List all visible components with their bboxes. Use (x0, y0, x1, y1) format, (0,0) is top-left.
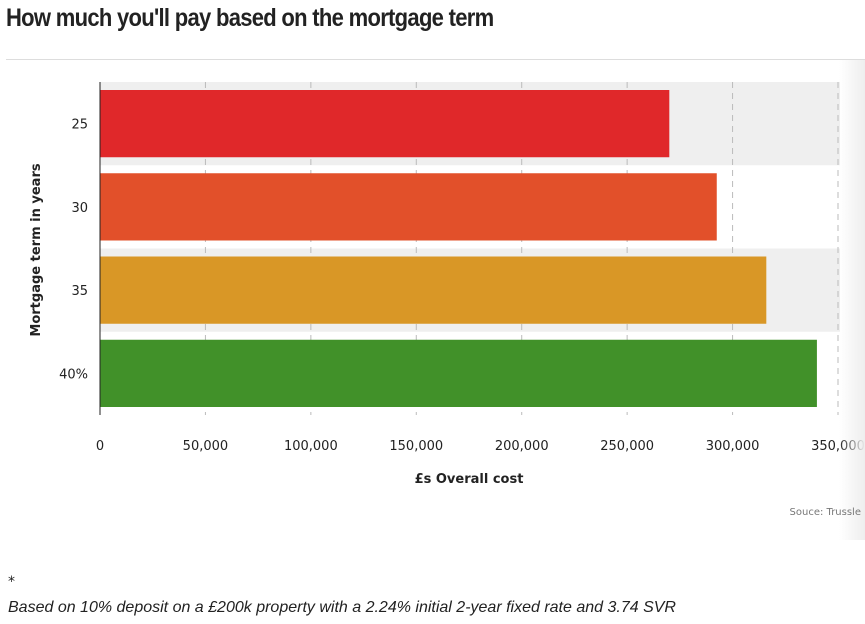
x-tick-label: 150,000 (389, 439, 443, 454)
x-tick-label: 300,000 (706, 439, 760, 454)
footnote: Based on 10% deposit on a £200k property… (8, 599, 676, 616)
bar (100, 173, 717, 241)
x-tick-label: 50,000 (183, 439, 229, 454)
x-tick-label: 200,000 (495, 439, 549, 454)
chart-title: How much you'll pay based on the mortgag… (6, 4, 494, 32)
bar (100, 256, 767, 324)
y-tick-label: 35 (71, 284, 88, 299)
y-axis-label: Mortgage term in years (29, 163, 44, 336)
bar-chart: 0 50,000 100,000 150,000 200,000 250,000 300,0… (29, 82, 865, 487)
x-tick-label: 100,000 (284, 439, 338, 454)
y-tick-label: 25 (71, 118, 88, 133)
source-note: Souce: Trussle (789, 507, 861, 518)
footnote-marker: * (8, 574, 15, 590)
y-tick-label: 40% (59, 367, 88, 382)
x-tick-label: 0 (96, 439, 104, 454)
bar (100, 90, 670, 158)
divider (6, 59, 865, 60)
x-tick-label: 250,000 (600, 439, 654, 454)
bar (100, 339, 817, 407)
y-tick-label: 30 (71, 201, 88, 216)
edge-fade (839, 60, 865, 540)
x-axis-label: £s Overall cost (415, 472, 524, 487)
